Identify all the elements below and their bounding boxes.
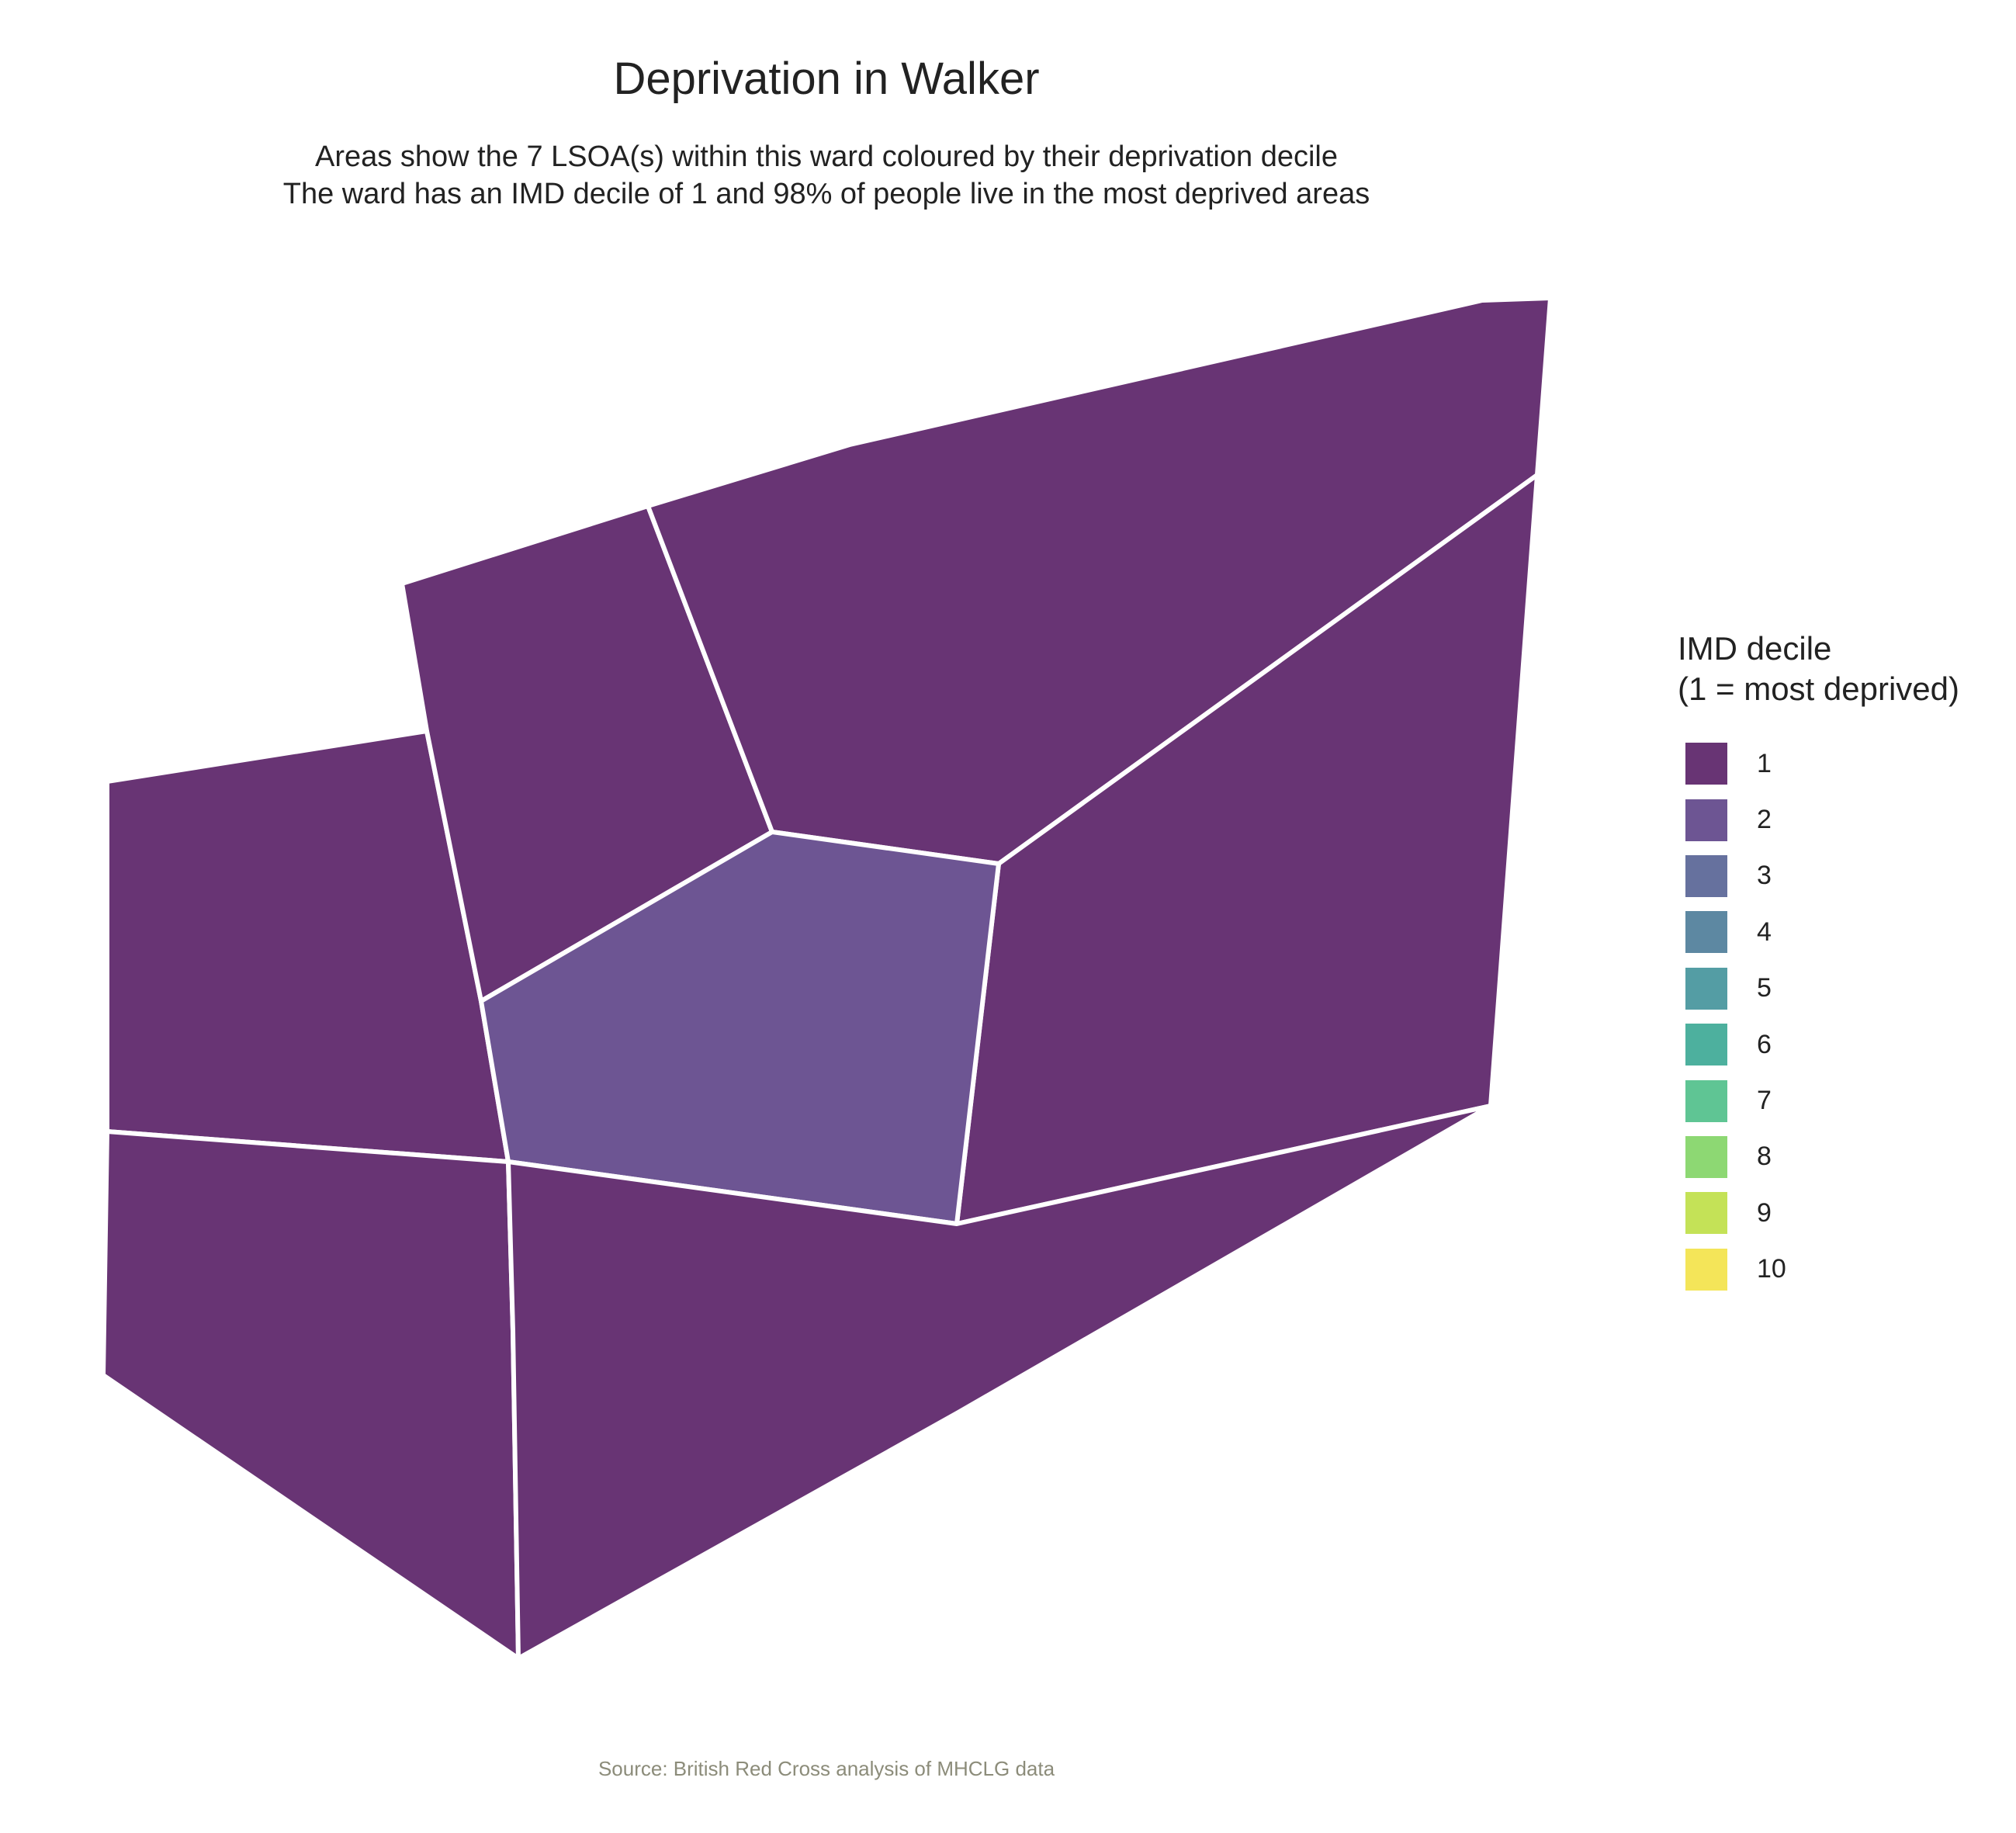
legend-item-8: 8	[1678, 1129, 1959, 1185]
legend: IMD decile (1 = most deprived) 1 2 3 4 5 6 7 8 9…	[1678, 629, 1959, 1298]
legend-items: 1 2 3 4 5 6 7 8 9 10	[1678, 736, 1959, 1298]
legend-label: 5	[1757, 973, 1772, 1003]
legend-swatch	[1685, 967, 1727, 1010]
legend-title: IMD decile (1 = most deprived)	[1678, 629, 1959, 709]
legend-label: 8	[1757, 1142, 1772, 1172]
legend-label: 4	[1757, 916, 1772, 947]
legend-item-9: 9	[1678, 1185, 1959, 1241]
legend-label: 6	[1757, 1029, 1772, 1059]
lsoa-south	[506, 1104, 1493, 1661]
legend-item-4: 4	[1678, 904, 1959, 960]
legend-item-7: 7	[1678, 1072, 1959, 1128]
legend-label: 1	[1757, 748, 1772, 778]
legend-label: 2	[1757, 805, 1772, 835]
legend-swatch	[1685, 743, 1727, 785]
legend-item-2: 2	[1678, 792, 1959, 847]
legend-label: 7	[1757, 1086, 1772, 1116]
legend-label: 3	[1757, 861, 1772, 891]
legend-item-10: 10	[1678, 1242, 1959, 1298]
legend-swatch	[1685, 1192, 1727, 1235]
subtitle-line-1: Areas show the 7 LSOA(s) within this war…	[315, 140, 1338, 173]
map-subtitle: Areas show the 7 LSOA(s) within this war…	[0, 138, 1653, 213]
legend-swatch	[1685, 1024, 1727, 1066]
legend-swatch	[1685, 854, 1727, 897]
legend-item-5: 5	[1678, 961, 1959, 1017]
legend-swatch	[1685, 1079, 1727, 1122]
legend-swatch	[1685, 1135, 1727, 1178]
legend-swatch	[1685, 799, 1727, 841]
legend-swatch	[1685, 911, 1727, 954]
source-caption: Source: British Red Cross analysis of MH…	[598, 1757, 1055, 1780]
legend-item-6: 6	[1678, 1017, 1959, 1072]
lsoa-west-lower	[101, 1129, 521, 1661]
legend-title-line-1: IMD decile	[1678, 630, 1832, 667]
legend-item-3: 3	[1678, 848, 1959, 904]
map-title: Deprivation in Walker	[613, 54, 1040, 104]
legend-label: 10	[1757, 1254, 1786, 1284]
subtitle-line-2: The ward has an IMD decile of 1 and 98% …	[282, 178, 1370, 210]
legend-label: 9	[1757, 1197, 1772, 1228]
legend-item-1: 1	[1678, 736, 1959, 792]
legend-swatch	[1685, 1248, 1727, 1291]
legend-title-line-2: (1 = most deprived)	[1678, 670, 1959, 707]
